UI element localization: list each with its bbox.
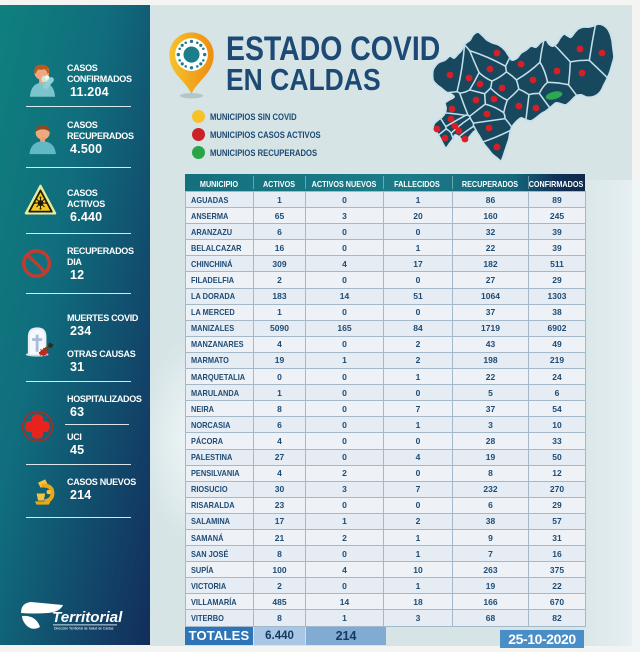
svg-text:Territorial: Territorial bbox=[52, 609, 123, 626]
svg-text:Dirección Territorial de Salud: Dirección Territorial de Salud de Caldas bbox=[54, 627, 114, 631]
